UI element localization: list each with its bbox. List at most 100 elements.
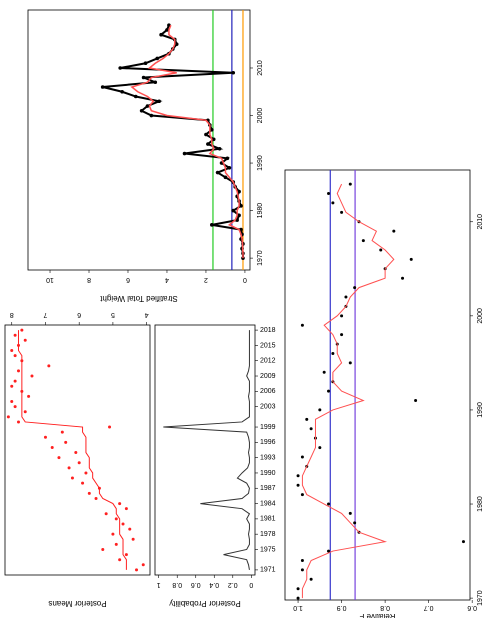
x-tick-label: 1987 (260, 485, 276, 492)
x-tick-label: 1984 (260, 500, 276, 507)
y-tick-label: 0.8 (380, 604, 390, 611)
y-axis-title: Posterior Probability (169, 599, 241, 608)
data-point (327, 192, 331, 196)
data-point (165, 28, 169, 32)
data-point (309, 577, 313, 581)
plot: 1970 1980 1990 2000 2010 0.6 0.7 0.8 0.9 1.0 Relat… (284, 169, 484, 618)
x-tick-label: 1990 (260, 470, 276, 477)
y-tick-label: 0.7 (424, 604, 434, 611)
data-point (64, 440, 68, 444)
x-tick-label: 2009 (260, 373, 276, 380)
data-point (182, 151, 187, 156)
data-point (74, 451, 78, 455)
data-point (84, 471, 88, 475)
x-tick-label: 2003 (260, 403, 276, 410)
data-point (300, 493, 304, 497)
y-tick-label: 2 (204, 276, 208, 283)
data-point (300, 558, 304, 562)
x-tick-label: 1999 (260, 424, 276, 431)
x-tick-label: 1971 (260, 567, 276, 574)
y-tick-label: 0.6 (191, 581, 201, 588)
data-point (114, 542, 118, 546)
data-point (231, 208, 236, 213)
data-point (87, 491, 91, 495)
data-point (47, 364, 51, 368)
data-point (13, 354, 17, 358)
data-point (215, 170, 220, 175)
data-point (209, 127, 214, 132)
data-point (296, 474, 300, 478)
data-point (223, 175, 228, 180)
data-point (10, 400, 14, 404)
data-point (143, 61, 148, 66)
data-point (77, 461, 81, 465)
x-tick-label: 2012 (260, 358, 276, 365)
data-point (296, 483, 300, 487)
data-point (118, 66, 122, 70)
data-point (414, 399, 418, 403)
data-point (231, 70, 236, 75)
data-point (111, 532, 115, 536)
data-point (124, 553, 128, 557)
data-point (296, 596, 300, 600)
y-tick-label: 0 (243, 276, 247, 283)
y-tick-label: 1.0 (293, 604, 303, 611)
data-point (211, 137, 216, 142)
y-tick-label: 0.2 (228, 581, 238, 588)
data-point (50, 445, 54, 449)
y-tick-label: 6 (126, 276, 130, 283)
data-point (401, 276, 405, 280)
data-point (331, 351, 335, 355)
data-point (16, 420, 20, 424)
plot-frame (4, 324, 151, 576)
data-point (118, 502, 122, 506)
data-point (131, 537, 135, 541)
data-point (331, 201, 335, 205)
data-point (13, 333, 17, 337)
x-tick-label: 2015 (260, 342, 276, 349)
data-point (135, 568, 139, 572)
data-point (101, 547, 105, 551)
data-point (318, 408, 322, 412)
y-tick-label: 4 (145, 311, 149, 318)
data-point (70, 476, 74, 480)
data-point (23, 410, 27, 414)
y-tick-label: 5 (111, 311, 115, 318)
plot-frame (154, 324, 256, 576)
x-tick-label: 2006 (260, 388, 276, 395)
data-point (327, 389, 331, 393)
x-tick-label: 1975 (260, 546, 276, 553)
data-point (118, 558, 122, 562)
x-tick-label: 2000 (477, 308, 484, 324)
data-point (327, 502, 331, 506)
x-tick-label: 1970 (257, 250, 264, 266)
y-tick-label: 0 (249, 581, 253, 588)
x-tick-label: 1996 (260, 439, 276, 446)
data-point (217, 146, 222, 151)
y-tick-label: 0.4 (209, 581, 219, 588)
series-line (17, 330, 127, 570)
x-tick-label: 1990 (257, 155, 264, 171)
data-point (27, 394, 31, 398)
data-point (327, 549, 331, 553)
data-point (16, 369, 20, 373)
data-point (30, 374, 34, 378)
data-point (94, 496, 98, 500)
data-point (322, 370, 326, 374)
data-point (121, 522, 125, 526)
data-point (13, 405, 17, 409)
y-tick-label: 8 (10, 311, 14, 318)
data-point (225, 156, 230, 161)
data-point (300, 568, 304, 572)
data-point (300, 323, 304, 327)
y-tick-label: 10 (46, 276, 54, 283)
series-line (301, 183, 395, 599)
plot: 1970 1980 1990 2000 2010 0 2 4 6 8 10 Stratified To… (27, 9, 264, 303)
data-point (348, 511, 352, 515)
data-point (209, 223, 214, 227)
x-tick-label: 1978 (260, 531, 276, 538)
y-tick-label: 7 (43, 311, 47, 318)
y-tick-label: 6 (77, 311, 81, 318)
data-point (124, 507, 128, 511)
